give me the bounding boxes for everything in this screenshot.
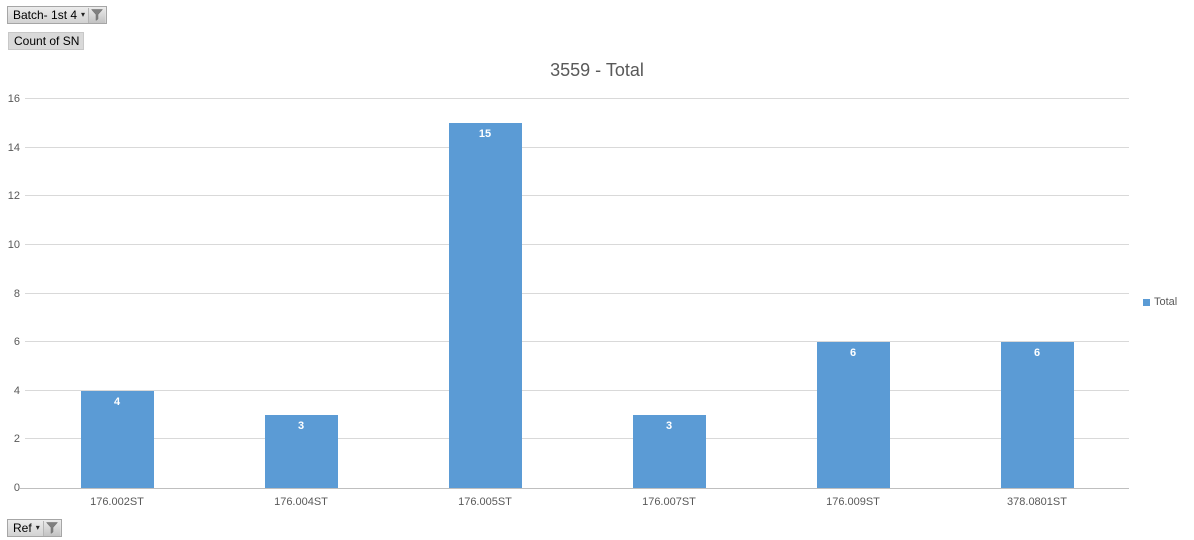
bar[interactable]: 3 (632, 415, 706, 488)
legend-marker-icon (1143, 298, 1150, 306)
data-label: 6 (1033, 347, 1041, 360)
x-axis-label: 176.007ST (642, 496, 696, 508)
ref-filter-button[interactable]: Ref ▾ (7, 519, 62, 537)
y-axis-label: 0 (13, 482, 20, 494)
x-axis-label: 176.005ST (458, 496, 512, 508)
gridline (25, 195, 1129, 197)
data-label: 3 (297, 420, 305, 433)
data-label: 15 (478, 128, 492, 141)
y-axis-label: 12 (7, 190, 20, 203)
data-label: 6 (849, 347, 857, 360)
x-axis-label: 176.009ST (826, 496, 880, 508)
y-axis-label: 8 (13, 287, 20, 300)
value-field-label: Count of SN (14, 34, 80, 48)
batch-filter-button[interactable]: Batch- 1st 4 ▾ (7, 6, 108, 24)
x-axis-label: 176.004ST (274, 496, 328, 508)
gridline (25, 146, 1129, 148)
y-axis-label: 6 (13, 336, 20, 349)
x-axis-line (25, 488, 1129, 489)
chart-title: 3559 - Total (550, 60, 644, 80)
gridline (25, 438, 1129, 440)
bar[interactable]: 15 (448, 123, 522, 488)
value-field-button[interactable]: Count of SN (8, 32, 85, 50)
data-label: 4 (113, 395, 121, 408)
data-label: 3 (665, 420, 673, 433)
filter-icon (88, 7, 106, 23)
filter-icon (42, 520, 60, 536)
gridline (25, 341, 1129, 343)
y-axis-label: 16 (7, 93, 20, 105)
y-axis-label: 14 (7, 141, 20, 154)
gridline (25, 292, 1129, 294)
bar[interactable]: 3 (264, 415, 338, 488)
gridline (25, 243, 1129, 245)
bar[interactable]: 4 (80, 390, 154, 488)
x-axis-label: 378.0801ST (1007, 496, 1067, 508)
x-axis-label: 176.002ST (90, 496, 144, 508)
axis-tick (20, 488, 25, 489)
chevron-down-icon: ▾ (35, 523, 40, 532)
plot-area: 4 3 15 3 6 6 (25, 98, 1129, 489)
ref-filter-label: Ref (13, 521, 32, 535)
legend[interactable]: Total (1143, 296, 1177, 308)
legend-label: Total (1154, 296, 1178, 308)
gridline (25, 98, 1129, 99)
y-axis-label: 4 (13, 384, 20, 397)
bar[interactable]: 6 (816, 342, 890, 488)
bar[interactable]: 6 (1000, 342, 1074, 488)
batch-filter-label: Batch- 1st 4 (13, 8, 78, 22)
y-axis-label: 10 (7, 238, 20, 251)
gridline (25, 389, 1129, 391)
chevron-down-icon: ▾ (81, 10, 86, 19)
y-axis-label: 2 (13, 433, 20, 446)
